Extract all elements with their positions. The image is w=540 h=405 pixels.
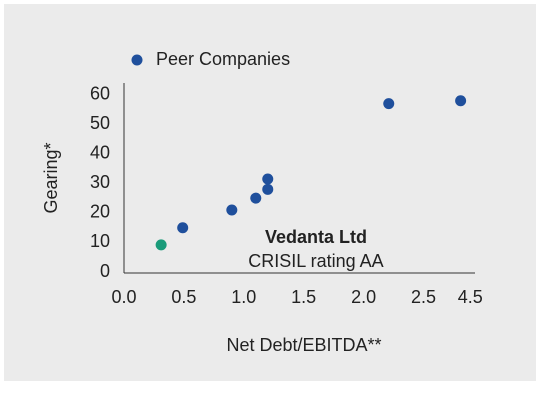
y-tick-label: 60: [90, 84, 110, 104]
scatter-point: [262, 173, 274, 185]
x-tick-label: 1.0: [231, 287, 256, 307]
scatter-point: [383, 98, 395, 110]
y-tick-label: 20: [90, 202, 110, 222]
scatter-point: [226, 204, 238, 216]
y-tick-label: 50: [90, 113, 110, 133]
y-tick-label: 30: [90, 172, 110, 192]
legend-marker: [131, 54, 143, 66]
y-tick-label: 40: [90, 143, 110, 163]
x-tick-label: 2.5: [411, 287, 436, 307]
x-tick-label: 0.5: [171, 287, 196, 307]
y-tick-label: 0: [100, 261, 110, 281]
legend-label: Peer Companies: [156, 49, 290, 69]
x-axis-label: Net Debt/EBITDA**: [226, 335, 381, 355]
x-tick-label: 0.0: [111, 287, 136, 307]
y-axis-label: Gearing*: [41, 142, 61, 213]
scatter-point: [177, 222, 189, 234]
scatter-point: [262, 183, 274, 195]
scatter-point: [250, 192, 262, 204]
y-tick-label: 10: [90, 231, 110, 251]
x-tick-label: 2.0: [351, 287, 376, 307]
annotation: CRISIL rating AA: [248, 251, 383, 271]
annotation-title: Vedanta Ltd: [265, 227, 367, 247]
x-tick-label: 4.5: [458, 287, 483, 307]
x-tick-label: 1.5: [291, 287, 316, 307]
scatter-point: [455, 95, 467, 107]
scatter-point: [155, 239, 167, 251]
